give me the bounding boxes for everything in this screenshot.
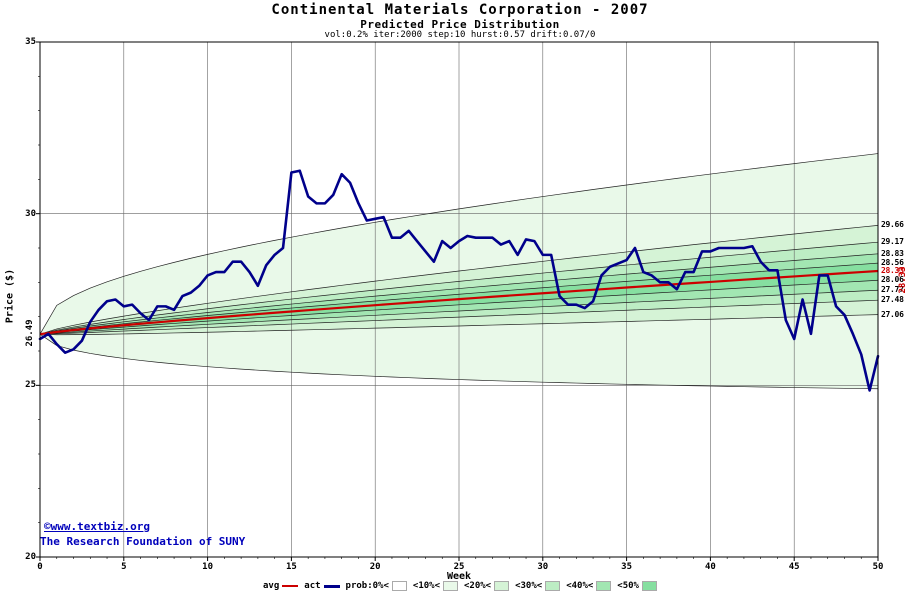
start-price-label: 26.49 [25, 319, 35, 347]
legend-label: <10%< [412, 581, 440, 591]
legend-item-40: <40%< [566, 581, 612, 591]
legend-item-prob0: prob:0%< [346, 581, 407, 591]
legend-swatch [596, 581, 612, 591]
x-axis-title: Week [446, 571, 472, 582]
legend-line-sample [282, 585, 299, 587]
legend-item-avg: avg [263, 581, 299, 591]
legend-label: <30%< [515, 581, 543, 591]
legend-label: prob:0%< [345, 581, 389, 591]
legend: avg act prob:0%< <10%< <20%< <30%< <40%< <50% [0, 581, 920, 591]
legend-swatch [391, 581, 407, 591]
legend-item-20: <20%< [464, 581, 510, 591]
y-axis-title: Price ($) [4, 268, 16, 324]
legend-label: act [304, 581, 321, 591]
legend-swatch [443, 581, 458, 591]
legend-item-act: act [304, 581, 340, 591]
legend-item-30: <30%< [515, 581, 561, 591]
legend-label: <40%< [566, 581, 594, 591]
legend-label: <50% [617, 581, 639, 591]
legend-item-10: <10%< [413, 581, 458, 591]
watermark-org: The Research Foundation of SUNY [40, 535, 246, 548]
legend-swatch [494, 581, 510, 591]
legend-line-sample [323, 584, 340, 588]
avg-end-price-label: 28.33 [898, 266, 908, 294]
legend-swatch [641, 581, 657, 591]
legend-label: <20%< [464, 581, 492, 591]
simulation-params: vol:0.2% iter:2000 step:10 hurst:0.57 dr… [324, 30, 596, 40]
chart-title: Continental Materials Corporation - 2007 [271, 2, 649, 18]
legend-label: avg [263, 581, 280, 591]
watermark-site: ©www.textbiz.org [44, 520, 150, 533]
legend-item-50: <50% [617, 581, 657, 591]
chart-subtitle: Predicted Price Distribution [360, 18, 560, 31]
legend-swatch [545, 581, 561, 591]
